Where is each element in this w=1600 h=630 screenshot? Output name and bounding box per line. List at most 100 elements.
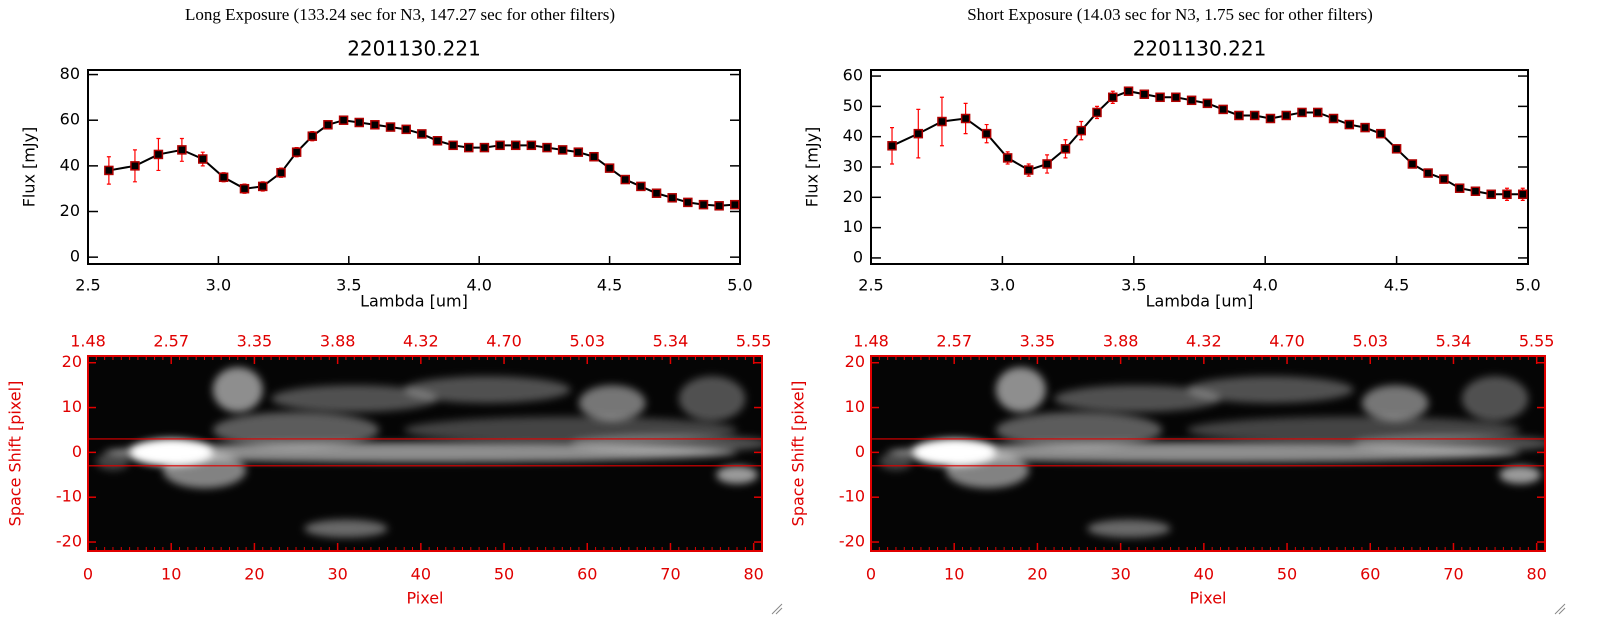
- image-blob: [212, 412, 380, 448]
- marker: [960, 113, 971, 124]
- x2-tick-label: 5.55: [736, 332, 772, 351]
- x2-tick-label: 2.57: [153, 332, 189, 351]
- marker: [291, 147, 302, 157]
- x-tick-label: 50: [1277, 565, 1297, 584]
- marker: [1517, 189, 1528, 200]
- image-blob: [995, 412, 1163, 448]
- marker: [714, 201, 724, 211]
- x-tick-label: 60: [1360, 565, 1380, 584]
- marker: [542, 142, 552, 153]
- y-tick-label: 10: [843, 217, 863, 236]
- marker: [1454, 183, 1465, 193]
- chart-title: 2201130.221: [347, 37, 481, 61]
- x-tick-label: 4.0: [1252, 276, 1277, 295]
- x-tick-label: 20: [1027, 565, 1047, 584]
- marker: [448, 140, 458, 151]
- image-blob: [1187, 376, 1354, 404]
- marker: [1171, 92, 1181, 103]
- image-blob: [1461, 376, 1529, 421]
- marker: [1186, 95, 1197, 106]
- image-blob: [578, 385, 646, 421]
- x2-tick-label: 5.55: [1519, 332, 1555, 351]
- marker: [1218, 104, 1228, 115]
- x-tick-label: 4.5: [597, 276, 622, 295]
- x-tick-label: 3.5: [1121, 276, 1146, 295]
- marker: [1155, 92, 1165, 103]
- marker: [1139, 89, 1150, 99]
- image-blob: [404, 376, 571, 404]
- plot-frame: [870, 69, 1529, 265]
- marker: [495, 140, 505, 151]
- y-tick-label: -10: [839, 487, 865, 506]
- marker: [698, 199, 709, 210]
- panel-title: Short Exposure (14.03 sec for N3, 1.75 s…: [967, 5, 1373, 24]
- image-blob: [887, 442, 1521, 463]
- x-axis-label: Pixel: [1189, 589, 1226, 608]
- marker: [104, 165, 114, 176]
- x-tick-label: 4.5: [1384, 276, 1409, 295]
- x-tick-label: 20: [244, 565, 264, 584]
- marker: [323, 120, 333, 130]
- marker: [432, 136, 443, 146]
- x-tick-label: 0: [83, 565, 93, 584]
- y-tick-label: 10: [62, 397, 82, 416]
- x-tick-label: 40: [1194, 565, 1214, 584]
- y-tick-label: 20: [845, 352, 865, 371]
- y-axis-label: Space Shift [pixel]: [6, 381, 25, 527]
- marker: [177, 145, 187, 155]
- image-blob: [96, 452, 130, 471]
- x-tick-label: 3.5: [336, 276, 361, 295]
- marker: [276, 167, 286, 178]
- y-tick-label: 10: [845, 397, 865, 416]
- image: [88, 356, 762, 551]
- marker: [1023, 165, 1034, 175]
- y-axis-label: Space Shift [pixel]: [789, 381, 808, 527]
- x2-tick-label: 5.03: [1352, 332, 1388, 351]
- x2-tick-label: 4.32: [403, 332, 439, 351]
- marker: [1060, 144, 1071, 154]
- marker: [636, 181, 646, 192]
- image-blob: [716, 465, 758, 484]
- image-blob: [945, 452, 1030, 489]
- marker: [1391, 144, 1402, 154]
- marker: [1423, 168, 1433, 178]
- x-tick-label: 4.0: [466, 276, 491, 295]
- image-blob: [570, 434, 762, 453]
- marker: [479, 142, 490, 153]
- marker: [1092, 107, 1102, 118]
- y-tick-label: 30: [843, 157, 863, 176]
- marker: [338, 115, 349, 125]
- x-tick-label: 10: [161, 565, 181, 584]
- marker: [218, 172, 229, 183]
- marker: [370, 120, 380, 130]
- x-tick-label: 30: [327, 565, 347, 584]
- marker: [1376, 128, 1386, 139]
- marker: [464, 142, 474, 153]
- x-tick-label: 50: [494, 565, 514, 584]
- marker: [510, 140, 521, 151]
- marker: [1123, 86, 1134, 96]
- x2-tick-label: 4.70: [1269, 332, 1305, 351]
- marker: [1439, 174, 1449, 184]
- image-blob: [1054, 385, 1221, 413]
- marker: [887, 141, 897, 151]
- y-tick-label: 0: [855, 442, 865, 461]
- y-tick-label: 0: [70, 247, 80, 266]
- x2-tick-label: 4.32: [1186, 332, 1222, 351]
- marker: [937, 116, 947, 127]
- x-tick-label: 10: [944, 565, 964, 584]
- x2-tick-label: 4.70: [486, 332, 522, 351]
- x2-tick-label: 3.35: [237, 332, 273, 351]
- marker: [1249, 110, 1260, 121]
- marker: [1042, 159, 1052, 169]
- marker: [913, 128, 924, 139]
- y-tick-label: 60: [843, 66, 863, 85]
- x-tick-label: 60: [577, 565, 597, 584]
- marker: [667, 193, 677, 203]
- x2-tick-label: 5.34: [1436, 332, 1472, 351]
- x2-tick-label: 5.03: [569, 332, 605, 351]
- marker: [557, 145, 568, 155]
- plot-frame: [87, 355, 763, 552]
- x-tick-label: 2.5: [858, 276, 883, 295]
